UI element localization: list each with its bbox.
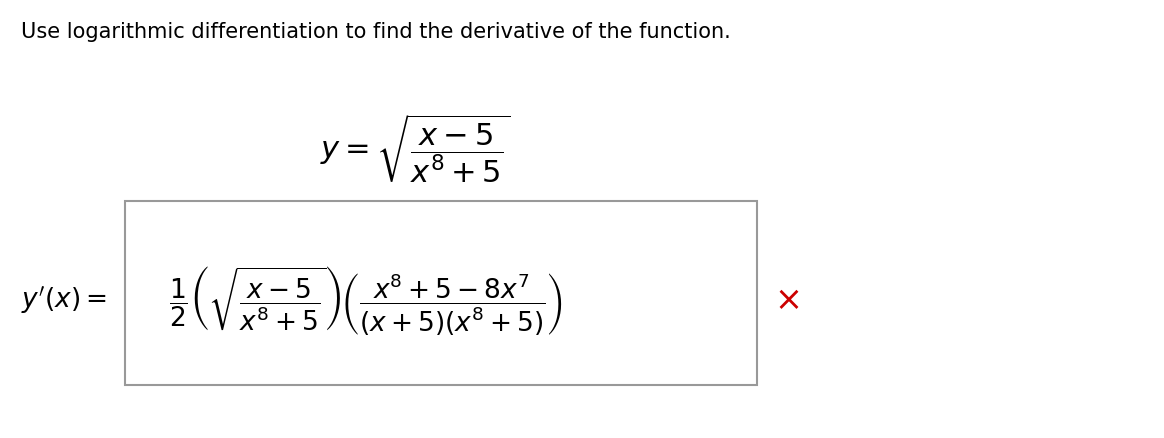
Text: $\dfrac{1}{2}\left(\sqrt{\dfrac{x-5}{x^{8}+5}}\right)\!\left(\dfrac{x^{8}+5-8x^{: $\dfrac{1}{2}\left(\sqrt{\dfrac{x-5}{x^{… (169, 264, 562, 336)
Bar (125, 201, 757, 385)
Text: $y'(x) =$: $y'(x) =$ (21, 284, 107, 316)
Text: Use logarithmic differentiation to find the derivative of the function.: Use logarithmic differentiation to find … (21, 22, 731, 42)
Text: $\times$: $\times$ (774, 283, 800, 317)
Text: $y = \sqrt{\dfrac{x - 5}{x^{8} + 5}}$: $y = \sqrt{\dfrac{x - 5}{x^{8} + 5}}$ (320, 113, 511, 185)
